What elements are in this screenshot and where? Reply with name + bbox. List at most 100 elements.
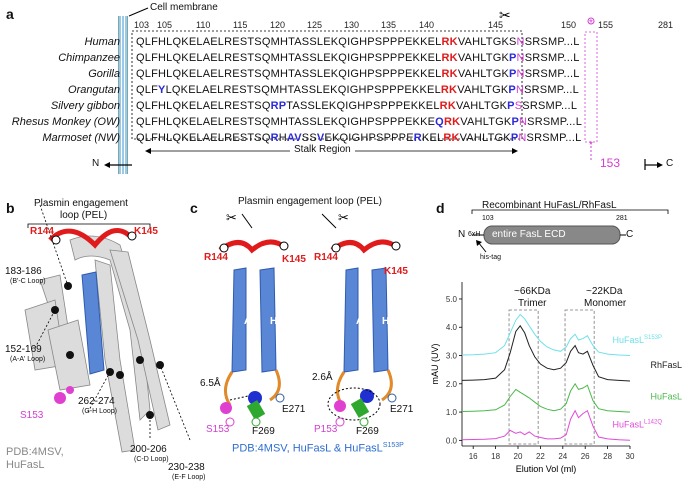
pel-title-b1: Plasmin engagement	[34, 198, 128, 209]
pos-145: 145	[488, 20, 504, 30]
loop-152-169: 152-169	[5, 344, 42, 355]
c-terminus-label: C	[666, 158, 674, 169]
y-tick-label: 1.0	[446, 408, 458, 417]
pos-110: 110	[196, 20, 211, 30]
pos-105: 105	[157, 20, 173, 30]
k145-label-c-left: K145	[282, 254, 306, 265]
seq-gorilla: QLFHLQKELAELRESTSQMHTASSLEKQIGHPSPPPEKKE…	[136, 68, 580, 80]
x-tick-label: 26	[581, 452, 590, 461]
seq-gibbon: QLFHLQKELAELRESTSQRPTASSLEKQIGHPSPPPEKKE…	[136, 100, 578, 112]
panel-a-label: a	[6, 6, 14, 22]
series-label-2: HuFasL	[650, 391, 682, 401]
pos-120: 120	[270, 20, 286, 30]
res1-left: S153	[206, 424, 230, 435]
r144-label-c-left: R144	[204, 252, 228, 263]
pos-115: 115	[233, 20, 248, 30]
helix-a-left: A	[244, 316, 252, 327]
sec-chart: 16 18 20 22 24 26 28 30 0.0 1.0 2.0 3.0 4.0 5.0 Elutio…	[430, 282, 682, 474]
his-tag-label: his-tag	[480, 254, 502, 261]
fasl-structure-b	[24, 204, 191, 453]
k145-label-b: K145	[134, 226, 158, 237]
y-tick-label: 2.0	[446, 380, 458, 389]
species-chimpanzee: Chimpanzee	[58, 52, 120, 64]
loop-183-186-sub: (B'-C Loop)	[10, 278, 46, 285]
scissors-icon: ✂	[499, 7, 511, 23]
x-tick-label: 16	[469, 452, 478, 461]
panel-a-overlay: * * ✂	[104, 7, 663, 170]
peak-box-0	[508, 309, 539, 445]
x-tick-label: 24	[558, 452, 567, 461]
pos-281: 281	[658, 20, 674, 30]
pel-title-c: Plasmin engagement loop (PEL)	[238, 196, 382, 207]
series-line-1	[461, 324, 631, 382]
y-tick-label: 5.0	[446, 295, 458, 304]
x-tick-label: 28	[603, 452, 612, 461]
res3-left: E271	[282, 404, 306, 415]
construct-n: N	[458, 229, 466, 240]
distance-right: 2.6Å	[312, 372, 333, 383]
cell-membrane-bar	[118, 16, 128, 174]
stalk-region-label: Stalk Region	[290, 144, 355, 155]
ecd-label: entire FasL ECD	[492, 229, 566, 240]
construct-title: Recombinant HuFasL/RhFasL	[482, 200, 617, 211]
loop-183-186: 183-186	[5, 266, 42, 277]
loop-262-274: 262-274	[78, 396, 115, 407]
species-gorilla: Gorilla	[88, 68, 120, 80]
x-tick-label: 20	[514, 452, 523, 461]
construct-end: 281	[616, 215, 628, 222]
fasl-structure-c: ✂ ✂	[218, 210, 401, 427]
loop-230-238: 230-238	[168, 462, 205, 473]
n-terminus-label: N	[92, 158, 100, 169]
series-line-0	[461, 313, 631, 356]
panel-c-label: c	[190, 200, 198, 216]
his-tag-6xh: 6xH	[468, 231, 481, 238]
peak-box-1	[564, 309, 595, 445]
res2-left: F269	[252, 426, 275, 437]
svg-text:*: *	[589, 140, 593, 151]
series-line-2	[461, 382, 631, 413]
panel-d-label: d	[436, 200, 445, 216]
seq-human: QLFHLQKELAELRESTSQMHTASSLEKQIGHPSPPPEKKE…	[136, 36, 580, 48]
trimer-kda: ~66KDa	[514, 286, 551, 297]
helix-a-right: A	[356, 316, 364, 327]
y-tick-label: 0.0	[446, 436, 458, 445]
pos-130: 130	[344, 20, 360, 30]
panel-b-label: b	[6, 200, 15, 216]
species-rhesus: Rhesus Monkey (OW)	[11, 116, 120, 128]
helix-h-left: H	[270, 316, 278, 327]
helix-h-right: H	[382, 316, 390, 327]
pdb-label-b: PDB:4MSV,	[6, 446, 64, 458]
pos-140: 140	[419, 20, 435, 30]
construct-c: C	[626, 229, 634, 240]
loop-152-169-sub: (A-A' Loop)	[10, 356, 46, 363]
monomer-kda: ~22KDa	[586, 286, 623, 297]
series-label-1: RhFasL	[650, 360, 682, 370]
scissors-icon-left: ✂	[226, 210, 237, 225]
y-tick-label: 3.0	[446, 352, 458, 361]
species-human: Human	[84, 36, 120, 48]
scissors-icon-right: ✂	[338, 210, 349, 225]
construct-diagram	[471, 209, 669, 253]
s153-label-b: S153	[20, 410, 44, 421]
pos-103: 103	[134, 20, 150, 30]
x-tick-label: 18	[491, 452, 500, 461]
x-axis-label: Elution Vol (ml)	[516, 464, 577, 474]
res3-right: E271	[390, 404, 414, 415]
pdb-label-b2: HuFasL	[6, 459, 45, 471]
pos-150: 150	[561, 20, 577, 30]
species-gibbon: Silvery gibbon	[50, 100, 120, 112]
k145-label-c-right: K145	[384, 266, 408, 277]
loop-262-274-sub: (G-H Loop)	[82, 408, 118, 415]
x-tick-label: 30	[626, 452, 635, 461]
species-marmoset: Marmoset (NW)	[42, 132, 120, 144]
monomer-label: Monomer	[584, 298, 627, 309]
seq-chimpanzee: QLFHLQKELAELRESTSQMHTASSLEKQIGHPSPPPEKKE…	[136, 52, 580, 64]
trimer-label: Trimer	[518, 298, 547, 309]
y-axis-label: mAU (UV)	[430, 344, 440, 385]
r144-label-c-right: R144	[314, 252, 338, 263]
loop-200-206: 200-206	[130, 444, 167, 455]
series-line-3	[461, 409, 631, 441]
loop-200-206-sub: (C-D Loop)	[134, 456, 169, 463]
series-label-3: HuFasLL142Q	[612, 420, 662, 430]
res2-right: F269	[356, 426, 379, 437]
